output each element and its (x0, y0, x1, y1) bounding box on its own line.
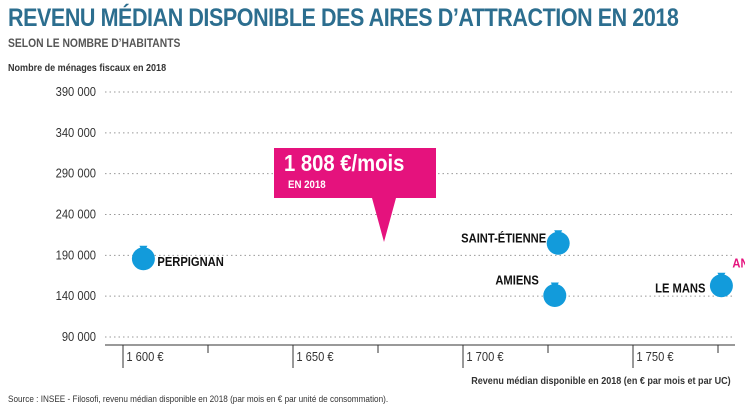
y-axis-ticks: 90 000 140 000 190 000 240 000 290 000 340 00… (56, 84, 97, 344)
y-tick-label: 340 000 (56, 125, 97, 140)
money-bag-icon (131, 247, 155, 271)
y-tick-label: 140 000 (56, 288, 97, 303)
y-tick-label: 240 000 (56, 207, 97, 222)
source-note: Source : INSEE - Filosofi, revenu médian… (8, 394, 389, 405)
highlight-callout: 1 808 €/mois EN 2018 (274, 148, 436, 198)
point-label: PERPIGNAN (157, 254, 223, 269)
x-axis: 1 600 €1 650 €1 700 €1 750 €1 800 €1 850… (105, 344, 735, 368)
data-points: NANTESRENNESCLERMONT-F.ORLÉANSDIJONBREST… (131, 229, 745, 308)
y-tick-label: 90 000 (62, 329, 96, 344)
chart-subtitle: SELON LE NOMBRE D’HABITANTS (8, 36, 181, 50)
money-bag-icon (543, 284, 567, 308)
point-label: SAINT-ÉTIENNE (461, 229, 546, 245)
money-bag-icon (709, 274, 733, 298)
x-tick-label: 1 600 € (126, 349, 164, 364)
point-label: LE MANS (655, 281, 705, 296)
callout-value: 1 808 €/mois (284, 150, 405, 176)
y-tick-label: 190 000 (56, 248, 97, 263)
x-tick-label: 1 700 € (466, 349, 504, 364)
callout-year: EN 2018 (288, 179, 326, 191)
y-tick-label: 290 000 (56, 166, 97, 181)
y-tick-label: 390 000 (56, 84, 97, 99)
data-point: AMIENS (495, 273, 567, 308)
point-label: ANGERS (732, 256, 745, 271)
x-tick-label: 1 750 € (636, 349, 674, 364)
data-point: ANGERS (732, 256, 745, 271)
money-bag-icon (546, 231, 570, 255)
chart-title: REVENU MÉDIAN DISPONIBLE DES AIRES D’ATT… (8, 4, 679, 32)
x-axis-label: Revenu médian disponible en 2018 (en € p… (471, 375, 731, 387)
data-point: SAINT-ÉTIENNE (461, 229, 570, 255)
callout-pointer (372, 198, 396, 242)
point-label: AMIENS (495, 273, 538, 288)
data-point: LE MANS (655, 272, 733, 298)
y-axis-label: Nombre de ménages fiscaux en 2018 (8, 62, 167, 74)
data-point: PERPIGNAN (131, 245, 224, 271)
x-tick-label: 1 650 € (296, 349, 334, 364)
grid-lines (105, 91, 735, 338)
